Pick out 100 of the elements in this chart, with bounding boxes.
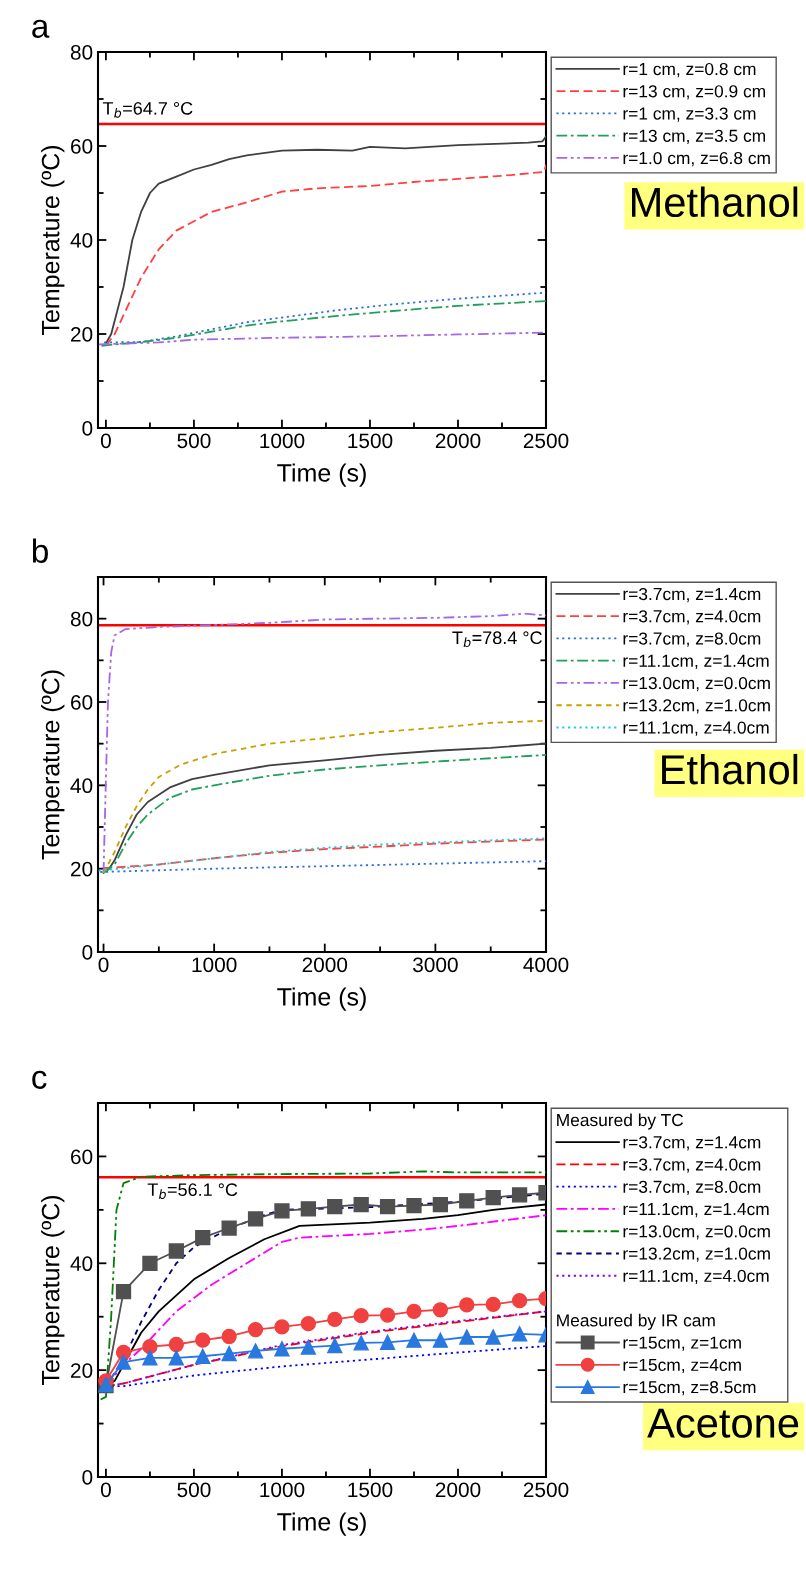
legend-label: r=3.7cm, z=8.0cm — [623, 1180, 761, 1195]
point — [432, 1196, 449, 1213]
point — [379, 1307, 396, 1323]
x-tick-label: 1000 — [192, 957, 237, 973]
point — [511, 1326, 528, 1342]
legend-label: r=3.7cm, z=1.4cm — [623, 1136, 761, 1151]
point — [485, 1189, 501, 1206]
y-axis-title: Temperature (ºC) — [41, 145, 65, 335]
point — [353, 1196, 369, 1213]
point — [142, 1255, 158, 1271]
text: Measured by TC — [557, 1113, 684, 1130]
point — [406, 1303, 422, 1320]
x-tick-label: 1000 — [260, 1482, 305, 1498]
point — [432, 1302, 449, 1318]
legend-label: r=1 cm, z=0.8 cm — [623, 62, 756, 78]
y-tick-label: 0 — [82, 421, 93, 436]
y-axis-title: Temperature (ºC) — [41, 670, 65, 860]
y-tick-label: 80 — [70, 45, 93, 60]
point — [459, 1297, 475, 1313]
point — [195, 1230, 211, 1246]
legend-label: r=3.7cm, z=1.4cm — [623, 587, 761, 603]
y-tick-label: 20 — [71, 327, 93, 342]
legend-label: r=1.0 cm, z=6.8 cm — [623, 151, 770, 167]
y-tick-label: 60 — [71, 695, 93, 710]
text: Measured by IR cam — [557, 1313, 715, 1330]
x-tick-label: 0 — [100, 433, 111, 449]
point — [221, 1220, 237, 1236]
point — [274, 1203, 290, 1219]
text: Acetone — [647, 1408, 799, 1438]
legend-label: r=3.7cm, z=4.0cm — [623, 610, 761, 625]
point — [247, 1211, 264, 1227]
point — [115, 1354, 132, 1370]
y-tick-label: 40 — [70, 778, 93, 794]
legend-label: r=3.7cm, z=8.0cm — [623, 632, 761, 647]
legend-label: r=11.1cm, z=4.0cm — [623, 721, 769, 736]
legend-label: r=13 cm, z=0.9 cm — [623, 85, 766, 100]
point — [511, 1293, 528, 1309]
legend-label: r=13.0cm, z=0.0cm — [623, 676, 770, 692]
text: Ethanol — [662, 753, 798, 785]
legend-label: r=11.1cm, z=1.4cm — [623, 654, 769, 669]
legend-label: r=1 cm, z=3.3 cm — [623, 107, 756, 122]
point — [327, 1337, 343, 1354]
point — [168, 1336, 184, 1353]
x-tick-label: 2000 — [435, 1482, 481, 1498]
legend-label: r=13 cm, z=3.5 cm — [623, 129, 766, 144]
line-series — [102, 612, 546, 874]
point — [327, 1311, 343, 1328]
x-axis-title: Time (s) — [277, 463, 366, 487]
y-tick-label: 0 — [82, 945, 93, 960]
y-tick-label: 60 — [71, 1149, 93, 1165]
point — [432, 1332, 449, 1348]
ref-line-label: T$_{b}$=64.7 °C — [102, 101, 193, 118]
ref-line-label: T$_{b}$=78.4 °C — [452, 631, 542, 648]
x-tick-label: 500 — [177, 433, 211, 449]
x-tick-label: 2000 — [302, 957, 348, 973]
point — [300, 1201, 316, 1217]
point — [168, 1350, 184, 1366]
y-tick-label: 40 — [70, 233, 93, 248]
chart-title: b — [32, 538, 48, 563]
x-tick-label: 0 — [100, 1482, 111, 1498]
point — [353, 1335, 369, 1351]
point — [511, 1187, 528, 1203]
legend-label: r=13.0cm, z=0.0cm — [623, 1225, 770, 1240]
point — [300, 1316, 316, 1332]
x-tick-label: 1500 — [348, 1482, 393, 1498]
y-tick-label: 80 — [70, 611, 93, 627]
y-tick-label: 60 — [71, 139, 93, 154]
point — [379, 1334, 396, 1350]
y-tick-label: 0 — [82, 1470, 93, 1485]
y-axis-title: Temperature (ºC) — [41, 1195, 65, 1385]
point — [195, 1332, 211, 1348]
line-series — [100, 300, 546, 347]
x-tick-label: 2500 — [523, 433, 569, 449]
y-tick-label: 20 — [71, 1363, 93, 1378]
y-tick-label: 20 — [71, 861, 93, 877]
legend-label: r=15cm, z=1cm — [623, 1336, 741, 1351]
chart-title: a — [32, 19, 50, 38]
point — [300, 1339, 316, 1355]
point — [247, 1321, 264, 1338]
x-axis-title: Time (s) — [277, 987, 366, 1011]
point — [115, 1283, 132, 1300]
point — [221, 1328, 237, 1345]
point — [379, 1199, 396, 1215]
point — [115, 1344, 132, 1361]
point — [327, 1199, 343, 1215]
x-tick-label: 0 — [98, 957, 109, 973]
point — [142, 1338, 158, 1355]
point — [459, 1193, 475, 1209]
point — [221, 1345, 237, 1362]
legend-label: r=13.2cm, z=1.0cm — [623, 699, 770, 714]
point — [406, 1332, 422, 1348]
x-tick-label: 2500 — [523, 1482, 569, 1498]
point — [406, 1197, 422, 1214]
x-tick-label: 3000 — [413, 957, 458, 973]
x-tick-label: 2000 — [435, 433, 481, 449]
legend-label: r=11.1cm, z=1.4cm — [623, 1203, 769, 1218]
point — [142, 1350, 158, 1366]
x-axis-title: Time (s) — [277, 1512, 366, 1536]
x-tick-label: 1500 — [348, 433, 393, 449]
point — [274, 1341, 290, 1357]
